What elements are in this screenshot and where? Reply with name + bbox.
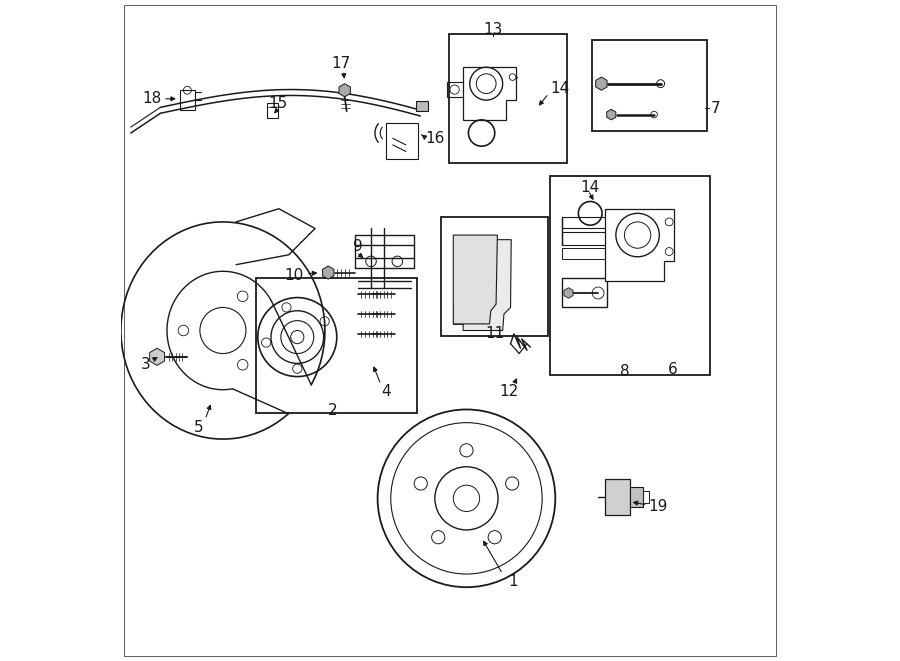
Text: 8: 8 xyxy=(619,364,629,379)
Polygon shape xyxy=(454,235,498,324)
Bar xyxy=(454,305,498,324)
Polygon shape xyxy=(464,67,516,120)
Text: 16: 16 xyxy=(425,131,445,146)
Text: 2: 2 xyxy=(328,403,338,418)
Text: 1: 1 xyxy=(508,574,518,590)
Bar xyxy=(267,103,277,118)
Bar xyxy=(416,100,428,111)
Text: 4: 4 xyxy=(382,383,391,399)
Polygon shape xyxy=(605,209,674,281)
Bar xyxy=(591,40,707,131)
Bar xyxy=(643,491,650,503)
Text: 14: 14 xyxy=(580,180,599,194)
Polygon shape xyxy=(149,348,165,366)
Text: 13: 13 xyxy=(483,22,502,36)
Text: 9: 9 xyxy=(353,239,363,254)
Bar xyxy=(605,479,630,515)
Text: 3: 3 xyxy=(141,357,151,372)
Polygon shape xyxy=(464,240,511,330)
Polygon shape xyxy=(607,109,616,120)
Bar xyxy=(562,232,607,245)
Bar xyxy=(562,217,607,229)
Text: 17: 17 xyxy=(332,56,351,71)
Text: 6: 6 xyxy=(668,362,678,377)
Polygon shape xyxy=(339,84,350,97)
Bar xyxy=(630,487,643,507)
Bar xyxy=(386,123,418,159)
Text: 19: 19 xyxy=(649,500,668,514)
Bar xyxy=(550,176,710,375)
Text: 7: 7 xyxy=(711,100,720,116)
Text: 12: 12 xyxy=(500,384,519,399)
Text: 10: 10 xyxy=(284,268,304,284)
Polygon shape xyxy=(564,288,573,298)
Text: 15: 15 xyxy=(268,96,287,111)
Text: 14: 14 xyxy=(550,81,570,97)
Text: 18: 18 xyxy=(142,91,162,106)
Bar xyxy=(441,217,548,336)
Bar xyxy=(562,278,607,307)
Bar xyxy=(449,34,567,163)
Text: 5: 5 xyxy=(194,420,203,436)
Polygon shape xyxy=(596,77,608,91)
Text: 11: 11 xyxy=(485,326,504,340)
Polygon shape xyxy=(322,266,334,279)
Bar xyxy=(256,278,417,412)
Bar xyxy=(180,91,194,110)
Bar xyxy=(446,83,465,97)
Bar xyxy=(562,248,607,259)
